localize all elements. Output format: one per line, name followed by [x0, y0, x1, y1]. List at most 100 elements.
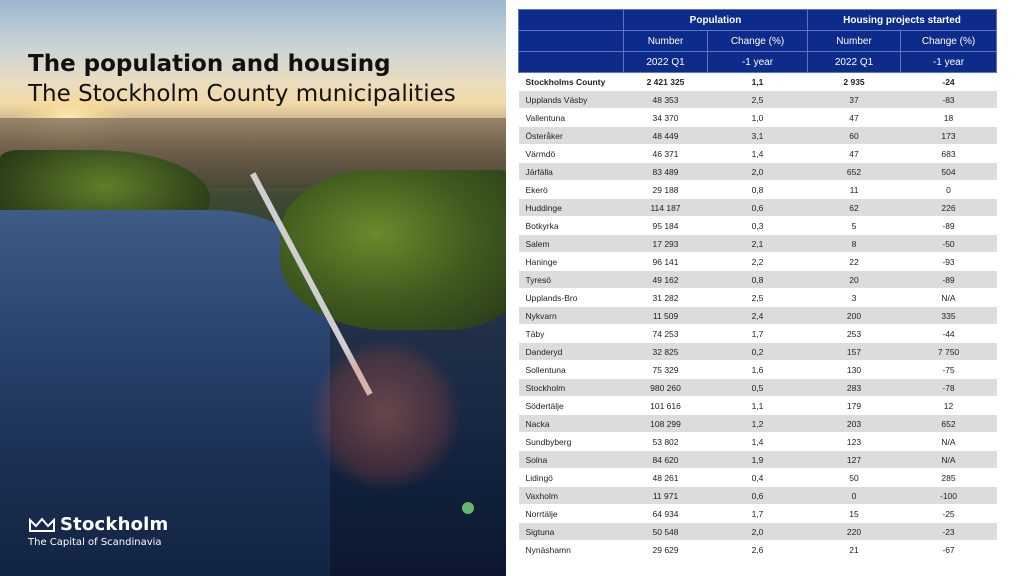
title-line-2: The Stockholm County municipalities: [28, 81, 456, 107]
row-housing-change: 12: [900, 396, 997, 415]
row-pop-change: 1,1: [707, 396, 808, 415]
row-housing: 60: [807, 126, 901, 145]
row-housing-change: N/A: [900, 288, 997, 307]
row-pop: 34 370: [623, 108, 708, 127]
row-housing: 5: [807, 216, 901, 235]
row-housing-change: 683: [900, 144, 997, 163]
row-name: Haninge: [518, 252, 624, 271]
row-pop: 11 971: [623, 486, 708, 505]
row-pop-change: 2,2: [707, 252, 808, 271]
row-housing: 22: [807, 252, 901, 271]
row-pop: 75 329: [623, 360, 708, 379]
row-pop-change: 1,2: [707, 414, 808, 433]
row-name: Täby: [518, 324, 624, 343]
table-body: Stockholms County 2 421 325 1,1 2 935 -2…: [518, 72, 997, 559]
table-row: Salem 17 293 2,1 8 -50: [518, 234, 997, 253]
table-row: Nykvarn 11 509 2,4 200 335: [518, 306, 997, 325]
table-row: Järfälla 83 489 2,0 652 504: [518, 162, 997, 181]
row-pop-change: 0,4: [707, 468, 808, 487]
table-row: Huddinge 114 187 0,6 62 226: [518, 198, 997, 217]
row-pop: 108 299: [623, 414, 708, 433]
row-name: Solna: [518, 450, 624, 469]
row-name: Upplands-Bro: [518, 288, 624, 307]
row-name: Stockholms County: [518, 72, 624, 91]
table-row: Sundbyberg 53 802 1,4 123 N/A: [518, 432, 997, 451]
row-pop-change: 1,6: [707, 360, 808, 379]
row-pop: 17 293: [623, 234, 708, 253]
row-pop-change: 1,1: [707, 72, 808, 91]
row-name: Botkyrka: [518, 216, 624, 235]
row-pop: 50 548: [623, 522, 708, 541]
table-row: Nacka 108 299 1,2 203 652: [518, 414, 997, 433]
crown-icon: [29, 516, 55, 532]
header-population: Population: [622, 9, 809, 31]
row-name: Sundbyberg: [518, 432, 624, 451]
row-pop-change: 0,2: [707, 342, 808, 361]
row-housing: 123: [807, 432, 901, 451]
table-row: Österåker 48 449 3,1 60 173: [518, 126, 997, 145]
row-housing: 127: [807, 450, 901, 469]
header-pop-period: 2022 Q1: [623, 51, 708, 73]
row-pop-change: 1,4: [707, 432, 808, 451]
table-row: Sigtuna 50 548 2,0 220 -23: [518, 522, 997, 541]
row-pop: 84 620: [623, 450, 708, 469]
row-name: Nykvarn: [518, 306, 624, 325]
row-housing-change: -83: [900, 90, 997, 109]
row-pop-change: 2,1: [707, 234, 808, 253]
row-housing: 37: [807, 90, 901, 109]
row-pop: 29 629: [623, 540, 708, 559]
row-pop-change: 1,0: [707, 108, 808, 127]
row-housing: 157: [807, 342, 901, 361]
row-housing-change: -44: [900, 324, 997, 343]
row-pop-change: 1,7: [707, 504, 808, 523]
row-housing: 47: [807, 108, 901, 127]
municipality-table: Population Housing projects started Numb…: [518, 9, 998, 559]
row-name: Nynäshamn: [518, 540, 624, 559]
table-row: Tyresö 49 162 0,8 20 -89: [518, 270, 997, 289]
aerial-photo-stockholm: [0, 0, 506, 576]
row-housing-change: 7 750: [900, 342, 997, 361]
header-column-row: Number Change (%) Number Change (%): [518, 30, 998, 52]
row-name: Norrtälje: [518, 504, 624, 523]
row-name: Vallentuna: [518, 108, 624, 127]
row-pop: 96 141: [623, 252, 708, 271]
row-housing: 21: [807, 540, 901, 559]
header-period-row: 2022 Q1 -1 year 2022 Q1 -1 year: [518, 51, 998, 73]
header-corner: [518, 51, 624, 73]
row-pop: 48 353: [623, 90, 708, 109]
row-pop-change: 1,7: [707, 324, 808, 343]
row-housing-change: -89: [900, 216, 997, 235]
row-housing: 62: [807, 198, 901, 217]
row-pop-change: 2,0: [707, 162, 808, 181]
row-housing-change: -100: [900, 486, 997, 505]
lens-flare: [310, 340, 460, 490]
row-pop: 114 187: [623, 198, 708, 217]
row-name: Sollentuna: [518, 360, 624, 379]
row-pop: 46 371: [623, 144, 708, 163]
table-row: Södertälje 101 616 1,1 179 12: [518, 396, 997, 415]
row-pop-change: 2,4: [707, 306, 808, 325]
row-housing: 15: [807, 504, 901, 523]
row-pop: 101 616: [623, 396, 708, 415]
table-row: Haninge 96 141 2,2 22 -93: [518, 252, 997, 271]
row-name: Värmdö: [518, 144, 624, 163]
row-pop: 53 802: [623, 432, 708, 451]
row-name: Sigtuna: [518, 522, 624, 541]
row-housing: 203: [807, 414, 901, 433]
row-housing-change: 173: [900, 126, 997, 145]
table-row: Norrtälje 64 934 1,7 15 -25: [518, 504, 997, 523]
row-housing: 50: [807, 468, 901, 487]
header-housing: Housing projects started: [807, 9, 998, 31]
row-pop-change: 2,6: [707, 540, 808, 559]
row-name: Ekerö: [518, 180, 624, 199]
row-pop: 64 934: [623, 504, 708, 523]
header-pop-change: Change (%): [706, 30, 809, 52]
table-row: Stockholm 980 260 0,5 283 -78: [518, 378, 997, 397]
row-housing-change: 285: [900, 468, 997, 487]
row-pop: 31 282: [623, 288, 708, 307]
title-line-1: The population and housing: [28, 51, 391, 77]
table-row: Upplands-Bro 31 282 2,5 3 N/A: [518, 288, 997, 307]
row-housing-change: 335: [900, 306, 997, 325]
row-name: Salem: [518, 234, 624, 253]
header-corner: [518, 30, 624, 52]
